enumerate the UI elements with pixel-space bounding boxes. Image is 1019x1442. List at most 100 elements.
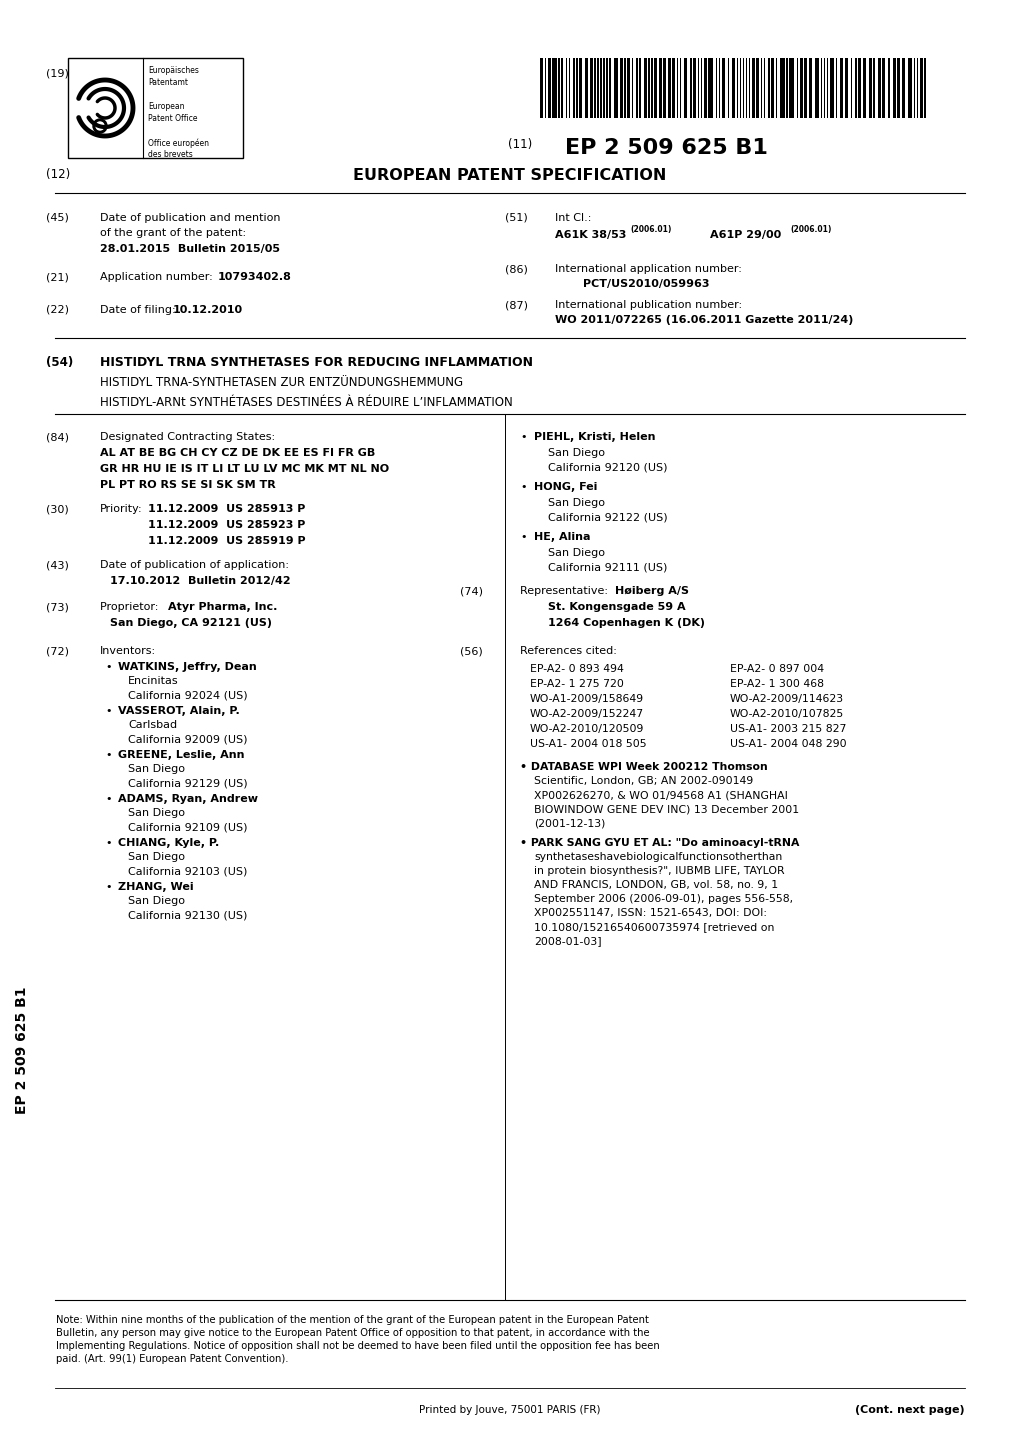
Text: Proprietor:: Proprietor: [100,601,162,611]
Text: International application number:: International application number: [554,264,741,274]
Text: (54): (54) [46,356,73,369]
Text: EP-A2- 1 275 720: EP-A2- 1 275 720 [530,679,624,689]
Text: GR HR HU IE IS IT LI LT LU LV MC MK MT NL NO: GR HR HU IE IS IT LI LT LU LV MC MK MT N… [100,464,388,474]
Bar [828,58,834,118]
Text: •: • [520,482,526,492]
Text: (72): (72) [46,646,69,656]
Text: HONG, Fei: HONG, Fei [534,482,597,492]
Text: 1264 Copenhagen K (DK): 1264 Copenhagen K (DK) [547,619,704,629]
Text: Office européen: Office européen [148,138,209,147]
Bar [767,58,768,118]
Text: (2006.01): (2006.01) [630,225,671,234]
Bar [544,58,545,118]
Text: 11.12.2009  US 285913 P: 11.12.2009 US 285913 P [148,505,305,513]
Text: WO-A2-2009/152247: WO-A2-2009/152247 [530,709,643,720]
Bar [689,58,691,118]
Text: San Diego: San Diego [547,448,604,459]
Text: California 92103 (US): California 92103 (US) [127,867,248,875]
Bar [835,58,837,118]
Text: ZHANG, Wei: ZHANG, Wei [118,883,194,893]
Text: European: European [148,102,184,111]
Bar [684,58,687,118]
Text: XP002551147, ISSN: 1521-6543, DOI: DOI:: XP002551147, ISSN: 1521-6543, DOI: DOI: [534,908,766,919]
Text: San Diego: San Diego [547,548,604,558]
Text: • DATABASE WPI Week 200212 Thomson: • DATABASE WPI Week 200212 Thomson [520,761,767,771]
Text: Representative:: Representative: [520,585,611,596]
Text: (22): (22) [46,306,69,314]
Text: (2001-12-13): (2001-12-13) [534,818,605,828]
Text: synthetaseshavebiologicalfunctionsotherthan: synthetaseshavebiologicalfunctionsothert… [534,852,782,862]
Bar [599,58,601,118]
Bar [703,58,706,118]
Text: •: • [105,795,111,805]
Text: EUROPEAN PATENT SPECIFICATION: EUROPEAN PATENT SPECIFICATION [353,169,666,183]
Text: PCT/US2010/059963: PCT/US2010/059963 [583,278,709,288]
Text: Carlsbad: Carlsbad [127,720,177,730]
Bar [596,58,598,118]
Bar [748,58,749,118]
Bar [643,58,646,118]
Text: Application number:: Application number: [100,273,216,283]
Bar [638,58,640,118]
Text: (84): (84) [46,433,69,443]
Text: Encinitas: Encinitas [127,676,178,686]
Bar [913,58,914,118]
Text: (86): (86) [504,264,528,274]
Bar [881,58,884,118]
Bar [557,58,559,118]
Text: San Diego: San Diego [547,497,604,508]
Bar [568,58,570,118]
Bar [857,58,860,118]
Text: HE, Alina: HE, Alina [534,532,590,542]
Text: (45): (45) [46,213,69,224]
Bar [631,58,633,118]
Bar [627,58,630,118]
Text: (Cont. next page): (Cont. next page) [855,1405,964,1415]
Text: paid. (Art. 99(1) European Patent Convention).: paid. (Art. 99(1) European Patent Conven… [56,1354,288,1364]
Bar [700,58,701,118]
Bar [602,58,604,118]
Bar [763,58,764,118]
Text: Int Cl.:: Int Cl.: [554,213,591,224]
Bar [819,58,821,118]
Bar [658,58,661,118]
Text: California 92111 (US): California 92111 (US) [547,562,666,572]
Text: California 92009 (US): California 92009 (US) [127,734,248,744]
Bar [585,58,587,118]
Bar [68,58,243,159]
Bar [692,58,695,118]
Text: BIOWINDOW GENE DEV INC) 13 December 2001: BIOWINDOW GENE DEV INC) 13 December 2001 [534,805,798,813]
Text: Date of publication and mention: Date of publication and mention [100,213,280,224]
Text: (56): (56) [460,646,482,656]
Bar [647,58,649,118]
Bar [707,58,712,118]
Text: San Diego: San Diego [127,764,184,774]
Text: 17.10.2012  Bulletin 2012/42: 17.10.2012 Bulletin 2012/42 [110,575,290,585]
Bar [653,58,656,118]
Text: (73): (73) [46,601,69,611]
Text: •: • [105,662,111,672]
Text: •: • [105,883,111,893]
Text: WO 2011/072265 (16.06.2011 Gazette 2011/24): WO 2011/072265 (16.06.2011 Gazette 2011/… [554,314,853,324]
Bar [589,58,592,118]
Bar [624,58,625,118]
Bar [918,58,921,118]
Text: Designated Contracting States:: Designated Contracting States: [100,433,275,443]
Text: in protein biosynthesis?", IUBMB LIFE, TAYLOR: in protein biosynthesis?", IUBMB LIFE, T… [534,867,784,875]
Text: (2006.01): (2006.01) [790,225,830,234]
Text: 2008-01-03]: 2008-01-03] [534,936,601,946]
Text: •: • [520,433,526,443]
Text: of the grant of the patent:: of the grant of the patent: [100,228,246,238]
Text: Scientific, London, GB; AN 2002-090149: Scientific, London, GB; AN 2002-090149 [534,776,752,786]
Bar [901,58,904,118]
Text: (11): (11) [507,138,532,151]
Text: 10793402.8: 10793402.8 [218,273,291,283]
Bar [844,58,847,118]
Text: (74): (74) [460,585,483,596]
Text: Note: Within nine months of the publication of the mention of the grant of the E: Note: Within nine months of the publicat… [56,1315,648,1325]
Bar [822,58,824,118]
Text: PIEHL, Kristi, Helen: PIEHL, Kristi, Helen [534,433,655,443]
Bar [872,58,873,118]
Bar [593,58,595,118]
Text: (51): (51) [504,213,527,224]
